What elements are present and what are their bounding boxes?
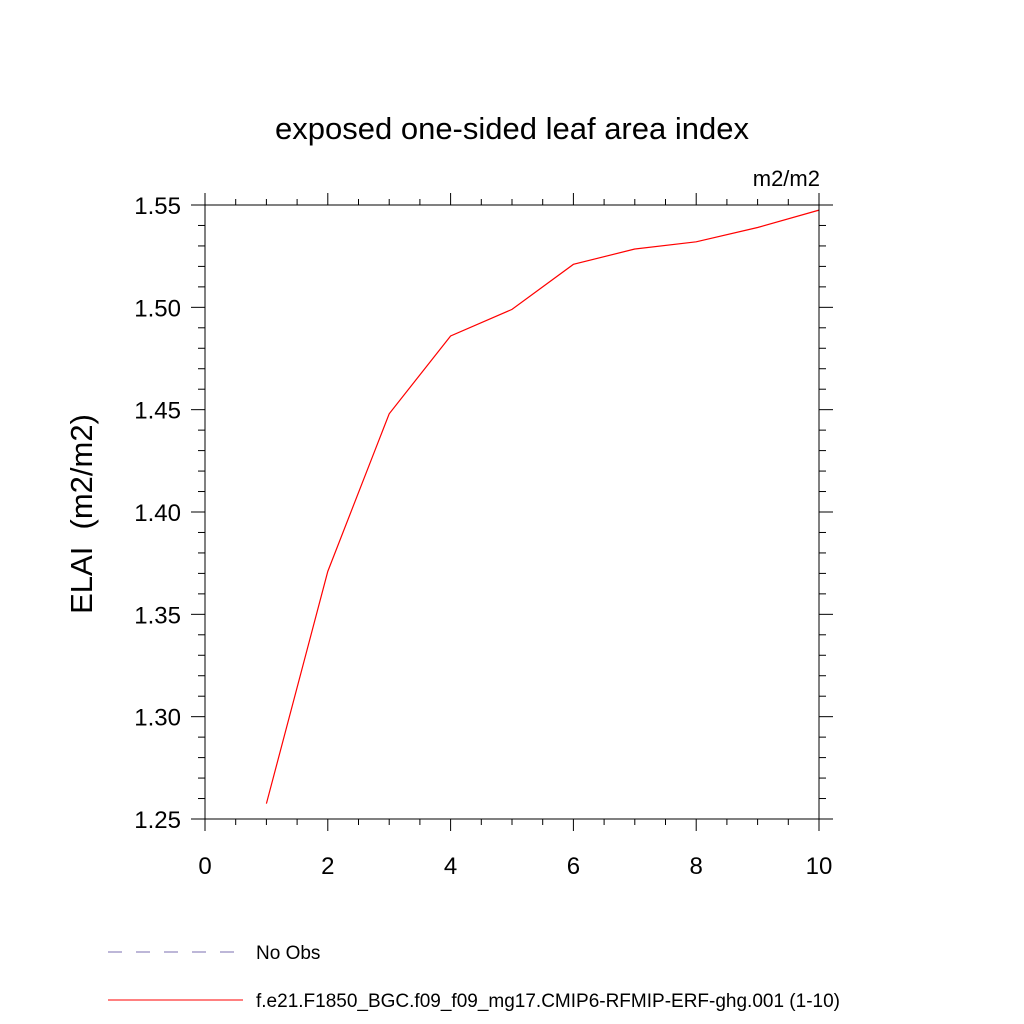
x-tick-label: 2 xyxy=(321,853,334,880)
chart-title: exposed one-sided leaf area index xyxy=(275,111,749,146)
y-tick-label: 1.30 xyxy=(134,705,181,732)
units-label: m2/m2 xyxy=(753,166,820,191)
x-tick-label: 6 xyxy=(567,853,580,880)
y-axis-label: ELAI (m2/m2) xyxy=(64,414,99,614)
x-tick-label: 0 xyxy=(198,853,211,880)
y-tick-label: 1.35 xyxy=(134,602,181,629)
y-tick-label: 1.40 xyxy=(134,500,181,527)
y-tick-label: 1.25 xyxy=(134,807,181,834)
x-tick-label: 8 xyxy=(690,853,703,880)
y-tick-label: 1.55 xyxy=(134,193,181,220)
x-tick-label: 10 xyxy=(806,853,833,880)
lines-layer xyxy=(265,209,820,804)
y-tick-label: 1.45 xyxy=(134,398,181,425)
plot-frame xyxy=(204,204,820,820)
series-line xyxy=(265,209,820,804)
ticks-layer: 0 2 4 6 8 10 1.25 1.30 1.35 1.40 1.45 1.50 1.55 xyxy=(134,193,833,880)
legend-label: No Obs xyxy=(256,943,320,964)
legend-label: f.e21.F1850_BGC.f09_f09_mg17.CMIP6-RFMIP… xyxy=(256,991,840,1012)
x-tick-label: 4 xyxy=(444,853,457,880)
legend: No Obs f.e21.F1850_BGC.f09_f09_mg17.CMIP6… xyxy=(108,943,840,1012)
y-tick-label: 1.50 xyxy=(134,295,181,322)
